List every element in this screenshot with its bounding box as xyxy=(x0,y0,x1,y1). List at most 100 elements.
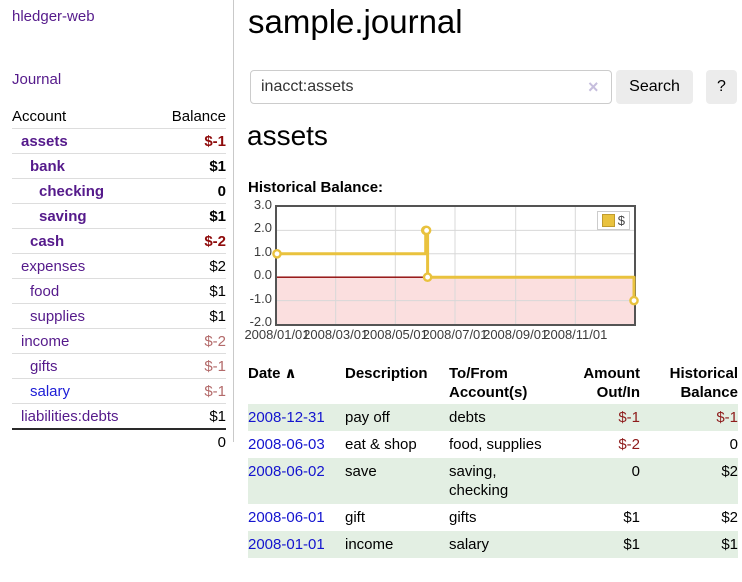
account-name-cell: bank xyxy=(12,153,154,179)
account-link-food[interactable]: food xyxy=(30,282,60,300)
register-accounts-line: salary xyxy=(449,536,490,553)
account-balance: $1 xyxy=(153,278,226,304)
register-amount-cell: $-1 xyxy=(618,409,640,426)
account-balance: $-1 xyxy=(153,378,226,404)
register-header-line: To/From xyxy=(449,365,508,382)
x-axis-tick-label: 2008/11/01 xyxy=(543,327,608,342)
register-header-to-from: To/From Account(s) xyxy=(449,362,574,404)
help-button[interactable]: ? xyxy=(706,70,737,104)
account-balance: $-2 xyxy=(153,328,226,354)
x-axis-tick-label: 2008/01/01 xyxy=(244,327,310,342)
account-balance: $-1 xyxy=(153,353,226,379)
register-header-amount: Amount Out/In xyxy=(574,362,640,404)
register-header-line: Out/In xyxy=(596,384,640,401)
account-row: saving $1 xyxy=(12,203,226,229)
account-row: cash $-2 xyxy=(12,228,226,254)
x-axis-tick-label: 2008/07/01 xyxy=(422,327,488,342)
register-header-line: Account(s) xyxy=(449,384,528,401)
account-row: bank $1 xyxy=(12,153,226,179)
account-link-bank[interactable]: bank xyxy=(30,157,66,175)
account-name-cell: checking xyxy=(12,178,154,204)
y-axis-tick-label: 3.0 xyxy=(253,197,272,212)
account-row: checking 0 xyxy=(12,178,226,204)
account-link-supplies[interactable]: supplies xyxy=(30,307,86,325)
account-link-liabilities-debts[interactable]: liabilities:debts xyxy=(21,407,119,425)
transaction-date-link[interactable]: 2008-12-31 xyxy=(248,409,325,426)
app-title-link[interactable]: hledger-web xyxy=(12,8,95,25)
account-link-checking[interactable]: checking xyxy=(39,182,105,200)
account-link-gifts[interactable]: gifts xyxy=(30,357,58,375)
register-header-date[interactable]: Date ∧ xyxy=(248,362,345,404)
register-date-cell: 2008-06-03 xyxy=(248,431,345,458)
register-date-cell: 2008-06-02 xyxy=(248,458,345,504)
account-name-cell: liabilities:debts xyxy=(12,403,154,429)
register-row: 2008-01-01 income salary $1 $1 xyxy=(248,531,738,558)
search-input[interactable] xyxy=(250,70,612,104)
account-row: gifts $-1 xyxy=(12,353,226,379)
register-header-line: Amount xyxy=(583,365,640,382)
register-header-description: Description xyxy=(345,362,449,404)
register-amount-cell: $1 xyxy=(623,536,640,553)
search-button[interactable]: Search xyxy=(616,70,693,104)
chart-plot-area xyxy=(272,207,639,324)
accounts-header-row: Account Balance xyxy=(12,104,226,129)
page-title: sample.journal xyxy=(248,3,463,40)
account-link-income[interactable]: income xyxy=(21,332,70,350)
account-name-cell: salary xyxy=(12,378,154,404)
account-row: expenses $2 xyxy=(12,253,226,279)
register-amount-cell: $1 xyxy=(623,509,640,526)
register-accounts-line: checking xyxy=(449,482,509,499)
transaction-date-link[interactable]: 2008-06-02 xyxy=(248,463,325,480)
account-link-assets[interactable]: assets xyxy=(21,132,68,150)
x-axis-tick-label: 2008/03/01 xyxy=(303,327,369,342)
account-balance: $2 xyxy=(153,253,226,279)
register-balance-cell: $-1 xyxy=(716,409,738,426)
register-accounts-cell: salary xyxy=(449,531,574,558)
account-balance: $-1 xyxy=(153,128,226,154)
journal-link[interactable]: Journal xyxy=(12,71,62,88)
register-header-line: Balance xyxy=(680,384,738,401)
transaction-date-link[interactable]: 2008-06-01 xyxy=(248,509,325,526)
account-balance: $1 xyxy=(153,303,226,329)
account-row: supplies $1 xyxy=(12,303,226,329)
account-link-cash[interactable]: cash xyxy=(30,232,65,250)
account-row: salary $-1 xyxy=(12,378,226,404)
register-accounts-line: saving, xyxy=(449,463,497,480)
accounts-header-account: Account xyxy=(12,107,67,125)
account-link-expenses[interactable]: expenses xyxy=(21,257,86,275)
register-date-cell: 2008-06-01 xyxy=(248,504,345,531)
balance-chart: $ xyxy=(272,205,639,326)
accounts-total-row: 0 xyxy=(12,428,226,454)
accounts-total-value: 0 xyxy=(153,428,226,454)
register-accounts-line: debts xyxy=(449,409,486,426)
account-name-cell: saving xyxy=(12,203,154,229)
register-row: 2008-06-03 eat & shop food, supplies $-2 0 xyxy=(248,431,738,458)
x-axis-tick-label: 2008/05/01 xyxy=(362,327,428,342)
transaction-date-link[interactable]: 2008-01-01 xyxy=(248,536,325,553)
register-amount-cell: $-2 xyxy=(618,436,640,453)
register-header-line: Date ∧ xyxy=(248,365,297,382)
register-date-cell: 2008-12-31 xyxy=(248,404,345,431)
legend-swatch-icon xyxy=(601,214,615,227)
clear-search-icon[interactable]: × xyxy=(588,77,599,97)
y-axis-tick-label: 1.0 xyxy=(253,243,272,259)
register-amount-cell: 0 xyxy=(631,463,640,480)
accounts-total-spacer xyxy=(12,428,154,454)
account-name-cell: food xyxy=(12,278,154,304)
account-name-cell: income xyxy=(12,328,154,354)
register-description-cell: eat & shop xyxy=(345,436,417,453)
transaction-date-link[interactable]: 2008-06-03 xyxy=(248,436,325,453)
register-accounts-cell: gifts xyxy=(449,504,574,531)
account-row: food $1 xyxy=(12,278,226,304)
account-name-cell: expenses xyxy=(12,253,154,279)
y-axis-tick-label: 2.0 xyxy=(253,220,272,236)
sort-ascending-icon: ∧ xyxy=(284,365,297,382)
x-axis-tick-label: 2008/09/01 xyxy=(483,327,549,342)
account-name-cell: supplies xyxy=(12,303,154,329)
account-balance: $1 xyxy=(153,403,226,429)
register-table: Date ∧ Description To/From Account(s) Amount O… xyxy=(248,362,738,558)
register-row: 2008-12-31 pay off debts $-1 $-1 xyxy=(248,404,738,431)
account-link-saving[interactable]: saving xyxy=(39,207,87,225)
legend-label: $ xyxy=(617,213,625,228)
account-link-salary[interactable]: salary xyxy=(30,382,71,400)
